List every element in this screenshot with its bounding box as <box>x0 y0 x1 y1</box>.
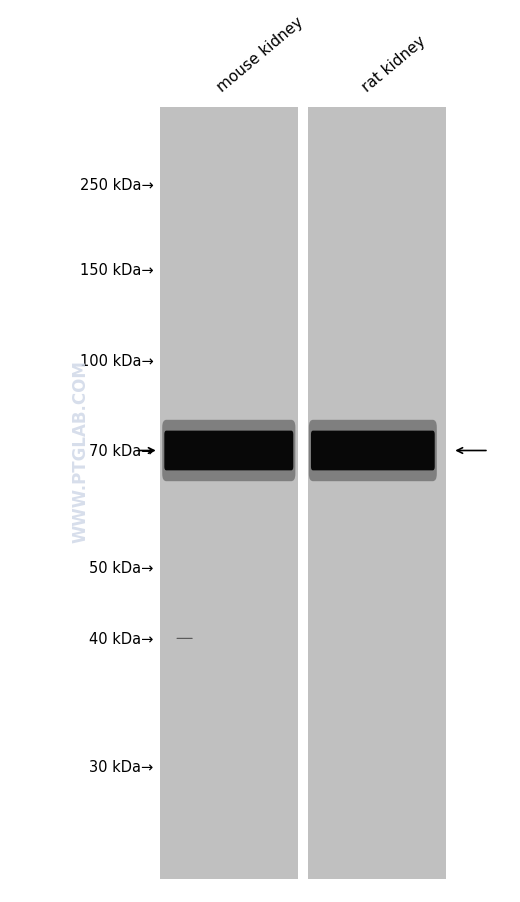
FancyBboxPatch shape <box>309 420 437 482</box>
FancyBboxPatch shape <box>164 431 293 471</box>
Bar <box>308 108 446 879</box>
Text: 150 kDa→: 150 kDa→ <box>80 263 153 278</box>
Text: WWW.PTGLAB.COM: WWW.PTGLAB.COM <box>72 360 89 542</box>
Text: mouse kidney: mouse kidney <box>214 14 306 95</box>
Bar <box>160 108 298 879</box>
FancyBboxPatch shape <box>162 420 295 482</box>
Text: 70 kDa→: 70 kDa→ <box>89 444 153 458</box>
Text: 40 kDa→: 40 kDa→ <box>89 631 153 646</box>
Text: 50 kDa→: 50 kDa→ <box>89 561 153 575</box>
Text: rat kidney: rat kidney <box>359 33 428 95</box>
FancyBboxPatch shape <box>311 431 435 471</box>
Text: 100 kDa→: 100 kDa→ <box>80 354 153 368</box>
Text: 30 kDa→: 30 kDa→ <box>89 759 153 774</box>
Text: 250 kDa→: 250 kDa→ <box>80 178 153 192</box>
